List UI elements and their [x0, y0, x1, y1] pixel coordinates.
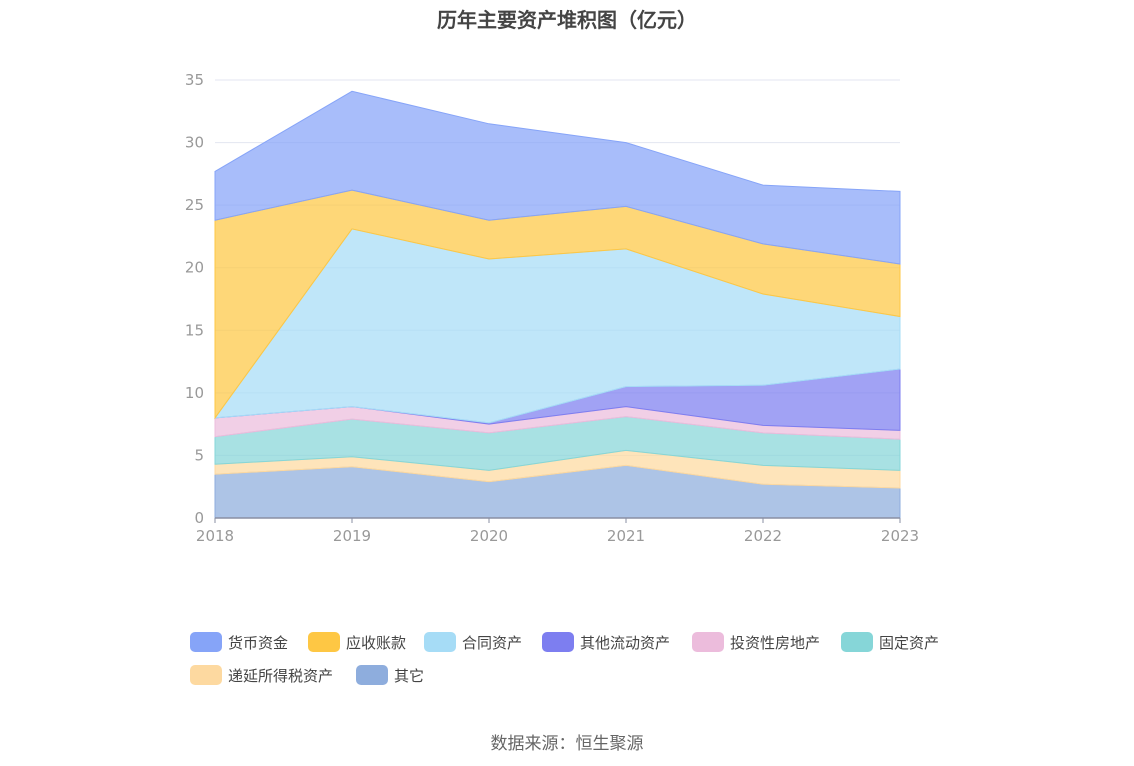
data-source: 数据来源：恒生聚源 [490, 734, 644, 754]
legend-swatch [356, 665, 388, 685]
x-tick-label: 2021 [607, 527, 645, 545]
legend-item[interactable]: 其他流动资产 [542, 630, 670, 654]
x-tick-label: 2020 [470, 527, 508, 545]
legend-label: 货币资金 [228, 633, 289, 652]
legend-label: 其它 [394, 666, 425, 685]
legend-label: 其他流动资产 [580, 633, 671, 652]
legend-item[interactable]: 投资性房地产 [692, 630, 820, 654]
area-7 [214, 90, 901, 265]
x-tick-label: 2018 [196, 527, 234, 545]
x-tick-label: 2019 [333, 527, 371, 545]
legend-label: 应收账款 [346, 633, 407, 652]
legend-item[interactable]: 递延所得税资产 [190, 663, 333, 687]
legend-item[interactable]: 应收账款 [308, 630, 406, 654]
y-tick-label: 25 [185, 196, 204, 214]
y-tick-label: 10 [185, 384, 204, 402]
legend-swatch [692, 632, 724, 652]
legend-label: 递延所得税资产 [228, 666, 334, 685]
legend-swatch [841, 632, 873, 652]
y-tick-label: 30 [185, 134, 204, 152]
stacked-area-chart: 0 5 10 15 20 25 30 35 2018 2019 2020 2021 2022 2023 [185, 71, 919, 545]
x-tick-label: 2023 [881, 527, 919, 545]
legend-label: 合同资产 [462, 633, 523, 652]
y-tick-label: 0 [194, 509, 204, 527]
legend-swatch [308, 632, 340, 652]
legend-label: 固定资产 [879, 633, 940, 652]
chart-title: 历年主要资产堆积图（亿元） [437, 8, 697, 32]
legend-item[interactable]: 合同资产 [424, 630, 522, 654]
legend-swatch [542, 632, 574, 652]
x-tick-label: 2022 [744, 527, 782, 545]
y-tick-label: 5 [194, 446, 204, 464]
y-tick-label: 20 [185, 259, 204, 277]
y-tick-label: 35 [185, 71, 204, 89]
legend-item[interactable]: 其它 [356, 663, 424, 687]
legend-swatch [190, 632, 222, 652]
y-tick-label: 15 [185, 321, 204, 339]
axes: 0 5 10 15 20 25 30 35 2018 2019 2020 2021 2022 2023 [185, 71, 919, 545]
legend-item[interactable]: 货币资金 [190, 630, 288, 654]
legend-label: 投资性房地产 [730, 633, 821, 652]
legend-item[interactable]: 固定资产 [841, 630, 939, 654]
area-series [213, 90, 901, 519]
legend-swatch [190, 665, 222, 685]
legend-swatch [424, 632, 456, 652]
